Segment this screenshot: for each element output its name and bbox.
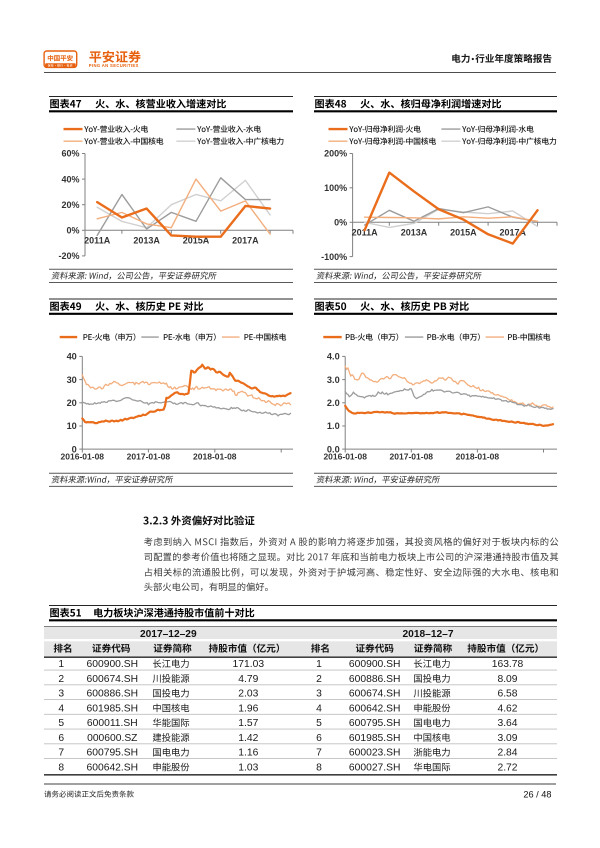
svg-text:600674.SH: 600674.SH [349, 689, 401, 700]
svg-text:0%: 0% [334, 218, 347, 228]
svg-text:3.09: 3.09 [497, 733, 517, 744]
svg-text:600642.SH: 600642.SH [349, 703, 401, 714]
svg-text:1.96: 1.96 [238, 703, 258, 714]
svg-text:4: 4 [316, 703, 322, 714]
svg-text:163.78: 163.78 [492, 659, 524, 670]
svg-text:4.0: 4.0 [327, 352, 340, 362]
svg-text:3: 3 [316, 689, 322, 700]
svg-text:2018–12–7: 2018–12–7 [403, 629, 454, 640]
svg-text:26 / 48: 26 / 48 [523, 789, 551, 799]
svg-text:1.0: 1.0 [327, 421, 340, 431]
svg-text:6: 6 [316, 733, 322, 744]
svg-text:8.09: 8.09 [497, 674, 517, 685]
svg-text:600027.SH: 600027.SH [349, 762, 401, 773]
svg-text:2016-01-08: 2016-01-08 [323, 452, 367, 462]
svg-text:600023.SH: 600023.SH [349, 748, 401, 759]
svg-text:30: 30 [67, 375, 77, 385]
svg-text:-20%: -20% [58, 251, 79, 261]
svg-text:-100%: -100% [321, 252, 347, 262]
svg-text:1: 1 [58, 659, 64, 670]
svg-text:0.0: 0.0 [327, 444, 340, 454]
svg-text:601985.SH: 601985.SH [349, 733, 401, 744]
svg-text:1.57: 1.57 [238, 718, 258, 729]
svg-text:600900.SH: 600900.SH [349, 659, 401, 670]
svg-text:2015A: 2015A [450, 228, 477, 238]
svg-text:PING AN SECURITIES: PING AN SECURITIES [89, 63, 139, 68]
svg-text:2011A: 2011A [352, 228, 379, 238]
svg-text:1.42: 1.42 [238, 733, 258, 744]
svg-text:2017A: 2017A [232, 236, 259, 246]
svg-text:40%: 40% [61, 174, 79, 184]
svg-text:10: 10 [67, 421, 77, 431]
svg-text:1.16: 1.16 [238, 748, 258, 759]
svg-text:600642.SH: 600642.SH [87, 762, 139, 773]
svg-text:0%: 0% [66, 226, 79, 236]
svg-text:2011A: 2011A [84, 236, 111, 246]
svg-text:20%: 20% [61, 200, 79, 210]
svg-text:1: 1 [316, 659, 322, 670]
svg-text:60%: 60% [61, 149, 79, 159]
svg-text:600795.SH: 600795.SH [87, 748, 139, 759]
svg-text:100%: 100% [324, 183, 347, 193]
svg-text:7: 7 [316, 748, 322, 759]
svg-text:200%: 200% [324, 149, 347, 159]
svg-text:6.58: 6.58 [497, 689, 517, 700]
svg-text:6: 6 [58, 733, 64, 744]
svg-text:2.0: 2.0 [327, 398, 340, 408]
svg-text:8: 8 [58, 762, 64, 773]
svg-text:600886.SH: 600886.SH [349, 674, 401, 685]
svg-text:2017-01-08: 2017-01-08 [390, 452, 434, 462]
svg-text:600674.SH: 600674.SH [87, 674, 139, 685]
svg-text:40: 40 [67, 352, 77, 362]
svg-text:2018-01-08: 2018-01-08 [456, 452, 500, 462]
svg-text:600011.SH: 600011.SH [87, 718, 138, 729]
svg-text:5: 5 [316, 718, 322, 729]
svg-text:4: 4 [58, 703, 64, 714]
svg-text:2: 2 [58, 674, 64, 685]
svg-text:1.03: 1.03 [238, 762, 258, 773]
svg-text:2: 2 [316, 674, 322, 685]
svg-text:4.62: 4.62 [497, 703, 517, 714]
svg-text:2018-01-08: 2018-01-08 [193, 452, 237, 462]
svg-text:600795.SH: 600795.SH [349, 718, 401, 729]
svg-text:000600.SZ: 000600.SZ [87, 733, 137, 744]
svg-text:2013A: 2013A [401, 228, 428, 238]
svg-text:2.84: 2.84 [497, 748, 517, 759]
svg-text:3.64: 3.64 [497, 718, 517, 729]
svg-text:2016-01-08: 2016-01-08 [61, 452, 105, 462]
svg-text:8: 8 [316, 762, 322, 773]
svg-text:0: 0 [72, 444, 77, 454]
svg-text:20: 20 [67, 398, 77, 408]
svg-text:2.72: 2.72 [497, 762, 517, 773]
svg-text:600886.SH: 600886.SH [87, 689, 139, 700]
svg-text:601985.SH: 601985.SH [87, 703, 139, 714]
svg-text:2015A: 2015A [183, 236, 210, 246]
svg-text:4.79: 4.79 [238, 674, 258, 685]
svg-text:5: 5 [58, 718, 64, 729]
svg-text:3: 3 [58, 689, 64, 700]
svg-text:171.03: 171.03 [233, 659, 265, 670]
svg-text:2017A: 2017A [500, 228, 527, 238]
svg-text:7: 7 [58, 748, 64, 759]
svg-text:2013A: 2013A [133, 236, 160, 246]
svg-text:2.03: 2.03 [238, 689, 258, 700]
svg-text:600900.SH: 600900.SH [87, 659, 139, 670]
svg-text:3.0: 3.0 [327, 375, 340, 385]
svg-text:2017-01-08: 2017-01-08 [127, 452, 171, 462]
svg-text:2017–12–29: 2017–12–29 [140, 629, 197, 640]
